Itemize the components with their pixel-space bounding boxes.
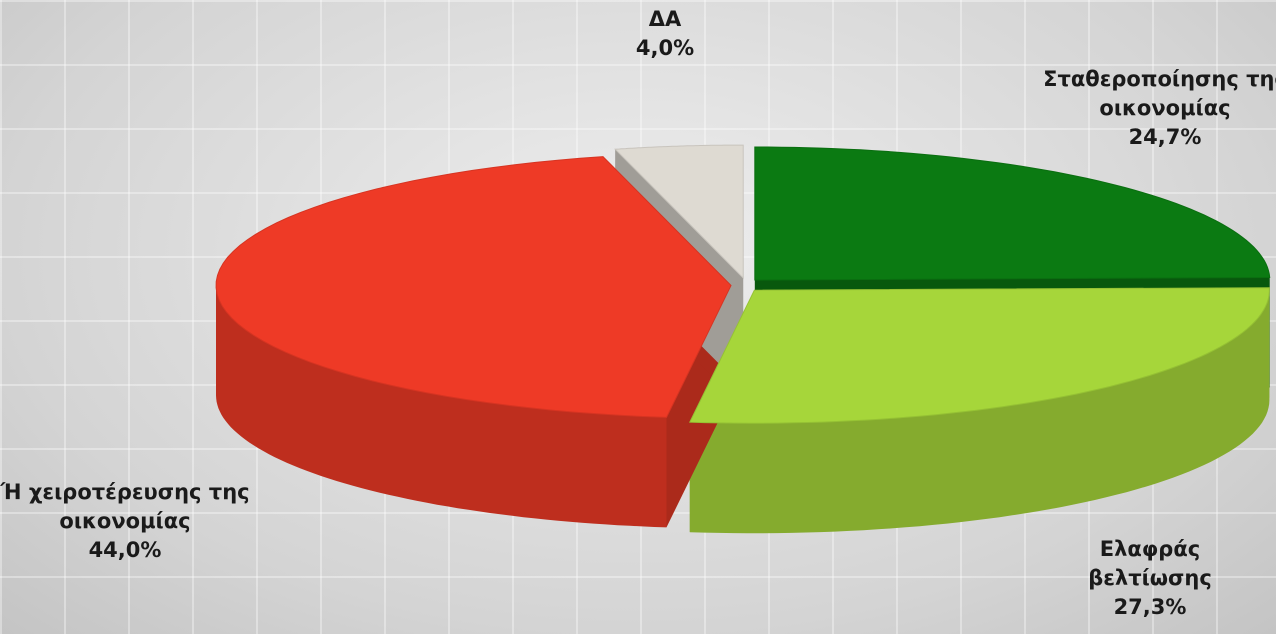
- value-label: 44,0%: [88, 538, 162, 562]
- slice: [614, 144, 744, 280]
- slice-wall: [689, 290, 1270, 534]
- slice: [689, 287, 1270, 424]
- slice-label: ΔΑ 4,0%: [535, 5, 795, 63]
- slice-wall: [216, 285, 667, 528]
- category-name: Ελαφράς βελτίωσης: [1088, 537, 1212, 590]
- slice-label: Ή χειροτέρευσης της οικονομίας 44,0%: [0, 478, 250, 565]
- value-label: 27,3%: [1113, 595, 1187, 619]
- category-name: ΔΑ: [648, 7, 682, 31]
- category-name: Σταθεροποίησης της οικονομίας: [1043, 67, 1276, 120]
- slice: [754, 146, 1271, 281]
- slice: [215, 156, 732, 418]
- value-label: 4,0%: [635, 36, 695, 60]
- slice-label: Σταθεροποίησης της οικονομίας 24,7%: [1035, 65, 1276, 152]
- value-label: 24,7%: [1128, 125, 1202, 149]
- slice-label: Ελαφράς βελτίωσης 27,3%: [1075, 535, 1225, 622]
- category-name: Ή χειροτέρευσης της οικονομίας: [0, 480, 250, 533]
